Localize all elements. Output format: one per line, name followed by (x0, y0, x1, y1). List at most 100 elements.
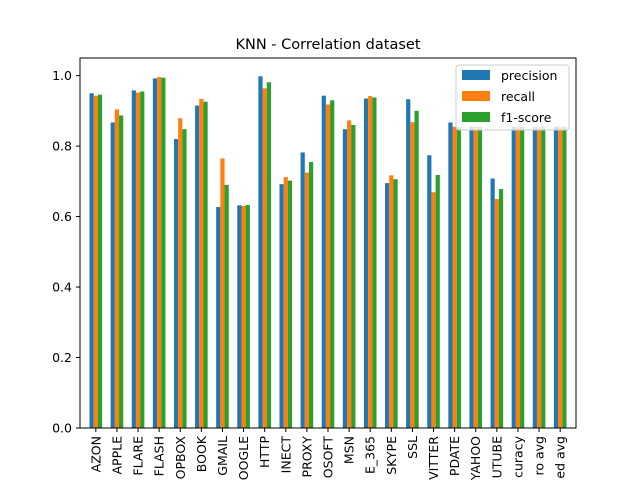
bar-f1-score-10 (308, 161, 314, 428)
bar-f1-score-7 (245, 204, 250, 428)
bar-recall-19 (494, 198, 499, 428)
bar-f1-score-21 (541, 126, 546, 428)
bar-f1-score-4 (182, 129, 187, 428)
bar-recall-18 (473, 126, 478, 428)
bar-precision-1 (110, 122, 115, 428)
bar-f1-score-0 (97, 94, 103, 429)
bar-precision-10 (300, 152, 305, 428)
bar-f1-score-14 (393, 179, 398, 428)
bar-recall-0 (93, 95, 98, 428)
bar-recall-14 (389, 175, 394, 428)
bar-precision-5 (195, 105, 200, 429)
legend-label-f1-score: f1-score (501, 110, 552, 125)
bar-precision-17 (448, 122, 453, 428)
legend-swatch-recall (462, 91, 490, 101)
legend-label-precision: precision (501, 68, 557, 83)
y-tick-label: 0.8 (52, 139, 72, 154)
bar-f1-score-12 (351, 124, 356, 428)
y-tick-label: 0.6 (52, 209, 72, 224)
x-tick-label: OPBOX (173, 436, 188, 480)
bar-precision-20 (511, 126, 516, 428)
bar-precision-4 (173, 139, 179, 429)
y-tick-label: 0.0 (52, 421, 72, 436)
y-tick-label: 0.2 (52, 350, 72, 365)
bar-f1-score-13 (372, 97, 377, 428)
bar-f1-score-6 (224, 184, 229, 428)
bar-recall-9 (283, 177, 288, 428)
bar-recall-7 (241, 206, 246, 428)
bar-recall-2 (135, 92, 141, 429)
bar-precision-8 (258, 76, 263, 429)
y-tick-label: 1.0 (52, 68, 72, 83)
bar-precision-7 (237, 205, 242, 428)
x-tick-label: curacy (510, 435, 525, 477)
bar-precision-21 (532, 126, 537, 428)
x-tick-label: APPLE (109, 436, 124, 475)
x-tick-label: ed avg (553, 436, 568, 479)
x-tick-label: UTUBE (489, 436, 504, 479)
bar-f1-score-11 (330, 100, 335, 429)
bar-recall-15 (410, 122, 415, 428)
bar-f1-score-17 (456, 126, 461, 428)
bar-precision-11 (321, 95, 326, 428)
bar-precision-6 (216, 207, 221, 428)
legend-swatch-f1-score (462, 112, 490, 122)
bar-precision-3 (152, 78, 158, 428)
x-tick-label: HTTP (257, 436, 272, 468)
x-tick-label: PDATE (447, 436, 462, 476)
bar-precision-12 (342, 129, 348, 428)
x-tick-label: E_365 (363, 436, 378, 474)
bar-f1-score-3 (161, 77, 166, 428)
bar-recall-17 (452, 126, 457, 428)
x-tick-label: BOOK (194, 435, 209, 472)
bar-precision-18 (469, 126, 474, 428)
bar-f1-score-9 (287, 180, 293, 428)
bar-f1-score-20 (520, 126, 525, 428)
bar-recall-16 (431, 192, 436, 428)
x-tick-label: INECT (278, 436, 293, 474)
x-tick-label: OOGLE (236, 436, 251, 480)
x-tick-label: SKYPE (384, 436, 399, 475)
y-tick-label: 0.4 (52, 280, 72, 295)
bar-precision-13 (363, 98, 369, 429)
bar-recall-20 (515, 126, 521, 428)
x-tick-label: GMAIL (215, 436, 230, 476)
bar-precision-19 (490, 178, 495, 428)
bar-recall-21 (536, 126, 542, 428)
bar-precision-14 (385, 183, 390, 428)
bar-recall-8 (262, 88, 267, 429)
bar-f1-score-18 (477, 126, 483, 428)
bar-f1-score-15 (414, 110, 419, 428)
bar-recall-5 (199, 98, 204, 428)
bar-recall-11 (325, 104, 331, 428)
bar-precision-0 (89, 93, 94, 428)
x-tick-label: ro avg (532, 436, 547, 475)
legend-label-recall: recall (501, 89, 535, 104)
x-tick-label: VITTER (426, 436, 441, 480)
bar-precision-16 (427, 155, 432, 428)
x-tick-label: FLARE (131, 436, 146, 476)
bar-f1-score-1 (119, 115, 124, 428)
bar-f1-score-22 (562, 126, 567, 428)
x-tick-label: PROXY (299, 436, 314, 478)
chart-title: KNN - Correlation dataset (235, 37, 420, 53)
bar-recall-4 (178, 118, 183, 428)
bar-recall-10 (304, 172, 309, 428)
legend-swatch-precision (462, 70, 490, 80)
x-tick-label: FLASH (152, 436, 167, 476)
bar-precision-9 (279, 184, 284, 428)
bar-precision-2 (131, 90, 136, 429)
bar-recall-13 (368, 96, 373, 429)
bar-precision-15 (406, 99, 411, 428)
x-tick-label: YAHOO (468, 436, 483, 480)
x-tick-label: SSL (405, 436, 420, 459)
bar-f1-score-5 (203, 101, 208, 428)
x-tick-label: MSN (342, 436, 357, 464)
bar-recall-12 (347, 120, 352, 428)
bar-recall-6 (220, 158, 225, 428)
x-tick-label: OSOFT (321, 436, 336, 479)
legend: precision recall f1-score (455, 64, 570, 131)
bar-recall-22 (558, 126, 563, 428)
bar-recall-3 (157, 77, 162, 429)
